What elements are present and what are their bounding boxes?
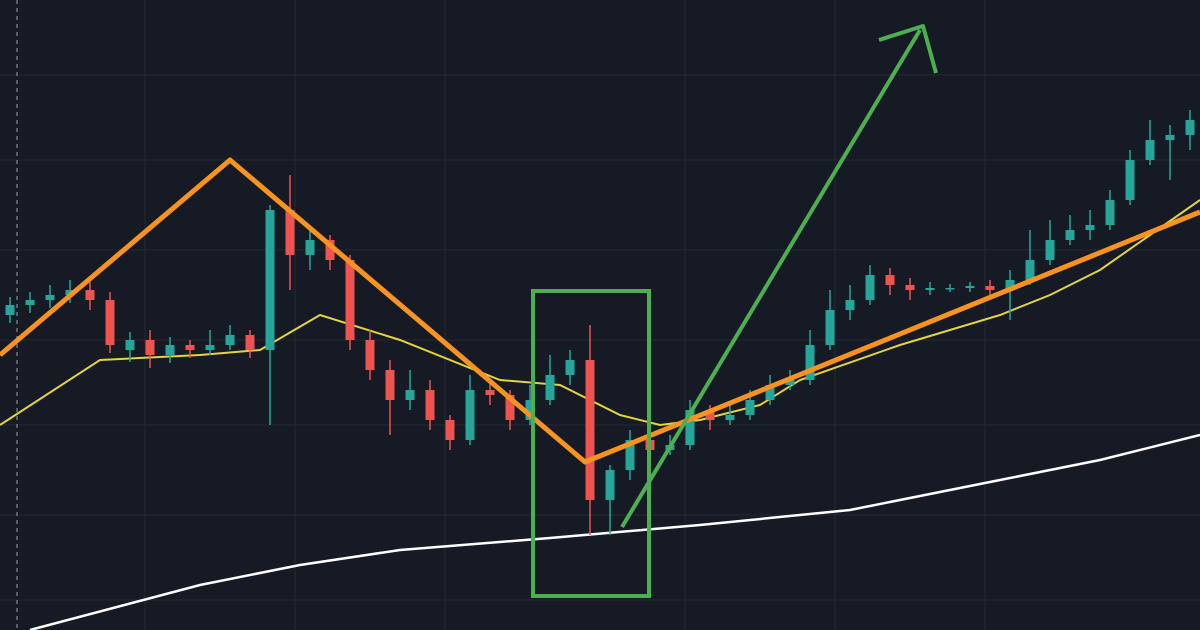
- candle-body: [285, 210, 295, 255]
- candle-body: [705, 410, 715, 420]
- candle-body: [425, 390, 435, 420]
- candle-body: [145, 340, 155, 355]
- candle-body: [945, 288, 955, 290]
- candle-body: [505, 395, 515, 420]
- candle-body: [905, 285, 915, 290]
- candle-body: [405, 390, 415, 400]
- candle-body: [625, 440, 635, 470]
- candle-body: [1085, 225, 1095, 230]
- candle-body: [865, 275, 875, 300]
- candle-body: [465, 390, 475, 440]
- candle-body: [1065, 230, 1075, 240]
- candle-body: [325, 240, 335, 260]
- candle-body: [445, 420, 455, 440]
- candle-body: [525, 400, 535, 420]
- zigzag-trendline: [0, 157, 1200, 465]
- candle-body: [845, 300, 855, 310]
- moving-average-line: [0, 199, 1200, 427]
- candle-body: [85, 290, 95, 300]
- candle-body: [265, 210, 275, 350]
- candle-body: [205, 345, 215, 350]
- candle-body: [745, 400, 755, 415]
- candle-body: [965, 286, 975, 288]
- candle-body: [1045, 240, 1055, 260]
- candle-body: [1125, 160, 1135, 200]
- candle-body: [725, 415, 735, 420]
- candle-body: [305, 240, 315, 255]
- candle-body: [885, 275, 895, 285]
- candle-body: [485, 390, 495, 395]
- candle-body: [1105, 200, 1115, 225]
- candle-body: [1185, 120, 1195, 135]
- candle-body: [605, 470, 615, 500]
- candle-body: [25, 300, 35, 305]
- candle-body: [805, 345, 815, 380]
- plot-area: [0, 110, 1200, 630]
- candle-body: [585, 360, 595, 500]
- candle-body: [785, 380, 795, 385]
- arrow-shaft: [620, 28, 922, 529]
- candle-body: [345, 260, 355, 340]
- candle-body: [925, 288, 935, 290]
- candle-body: [165, 345, 175, 355]
- candle-body: [565, 360, 575, 375]
- candle-body: [765, 385, 775, 400]
- candle-body: [5, 305, 15, 315]
- arrow-head: [878, 24, 938, 74]
- candle-body: [1005, 280, 1015, 290]
- candle-body: [685, 410, 695, 445]
- candle-body: [1145, 140, 1155, 160]
- candle-body: [365, 340, 375, 370]
- candle-body: [185, 345, 195, 350]
- candle-body: [245, 335, 255, 350]
- candle-body: [45, 295, 55, 300]
- candle-body: [1165, 135, 1175, 140]
- highlight-box: [531, 289, 651, 598]
- candle-body: [125, 340, 135, 350]
- candle-body: [1025, 260, 1035, 280]
- candle-body: [105, 300, 115, 345]
- candle-body: [985, 286, 995, 290]
- moving-average-line: [29, 433, 1200, 630]
- candle-body: [385, 370, 395, 400]
- candle-body: [825, 310, 835, 345]
- candle-body: [225, 335, 235, 345]
- candle-body: [545, 375, 555, 400]
- annotations: [0, 24, 1200, 598]
